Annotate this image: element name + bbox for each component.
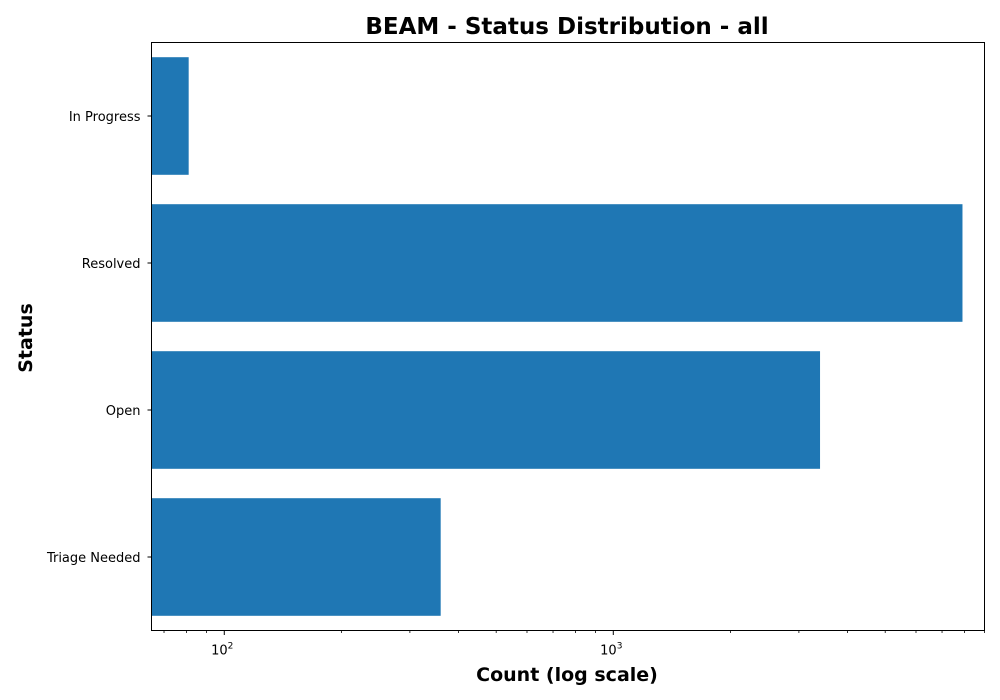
bars-group	[151, 57, 963, 616]
y-tick-label: Triage Needed	[46, 551, 141, 566]
bar-triage-needed	[151, 498, 441, 616]
x-axis-label: Count (log scale)	[476, 664, 658, 686]
bar-in-progress	[151, 57, 189, 175]
y-axis-ticks: In Progress Resolved Open Triage Needed	[46, 110, 152, 566]
x-axis-ticks: 102 103	[163, 630, 985, 659]
bar-resolved	[151, 204, 963, 322]
bar-open	[151, 351, 821, 469]
y-tick-label: Resolved	[82, 257, 141, 272]
y-tick-label: Open	[106, 404, 141, 419]
chart-title: BEAM - Status Distribution - all	[365, 14, 768, 40]
y-axis-label: Status	[15, 303, 37, 373]
x-tick-label: 103	[600, 642, 622, 659]
y-tick-label: In Progress	[69, 110, 141, 125]
plot-area-frame	[151, 42, 985, 631]
x-tick-label: 102	[211, 642, 233, 659]
